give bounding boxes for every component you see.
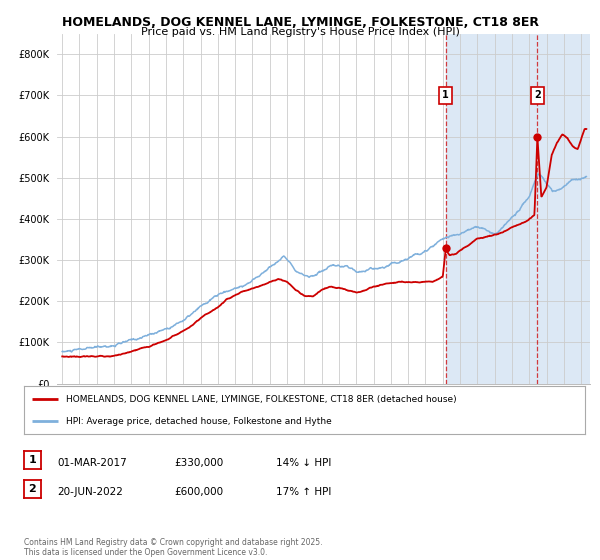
Text: 14% ↓ HPI: 14% ↓ HPI [276,458,331,468]
Text: £600,000: £600,000 [174,487,223,497]
Text: HOMELANDS, DOG KENNEL LANE, LYMINGE, FOLKESTONE, CT18 8ER (detached house): HOMELANDS, DOG KENNEL LANE, LYMINGE, FOL… [66,395,457,404]
Text: 2: 2 [29,484,36,494]
Text: 2: 2 [534,90,541,100]
Text: 01-MAR-2017: 01-MAR-2017 [57,458,127,468]
Bar [446,34,600,384]
Text: Contains HM Land Registry data © Crown copyright and database right 2025.
This d: Contains HM Land Registry data © Crown c… [24,538,323,557]
Text: 20-JUN-2022: 20-JUN-2022 [57,487,123,497]
Text: HOMELANDS, DOG KENNEL LANE, LYMINGE, FOLKESTONE, CT18 8ER: HOMELANDS, DOG KENNEL LANE, LYMINGE, FOL… [62,16,539,29]
Text: Price paid vs. HM Land Registry's House Price Index (HPI): Price paid vs. HM Land Registry's House … [140,27,460,37]
Text: £330,000: £330,000 [174,458,223,468]
Text: 17% ↑ HPI: 17% ↑ HPI [276,487,331,497]
Text: 1: 1 [29,455,36,465]
Text: 1: 1 [442,90,449,100]
Text: HPI: Average price, detached house, Folkestone and Hythe: HPI: Average price, detached house, Folk… [66,417,332,426]
